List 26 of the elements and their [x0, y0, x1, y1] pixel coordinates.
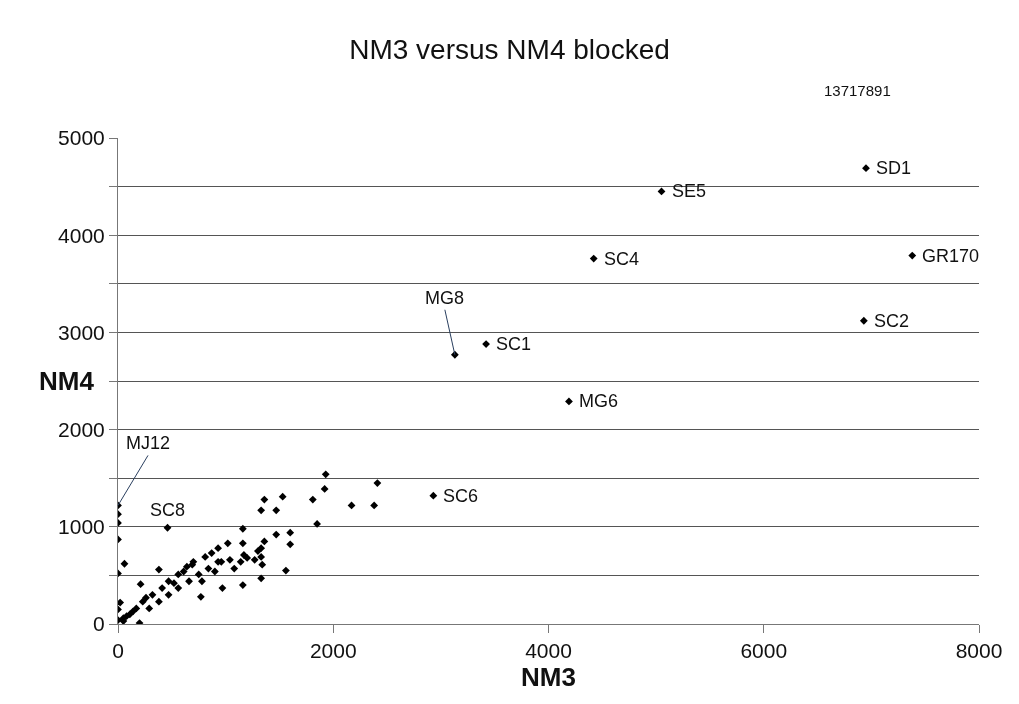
x-tick-label: 4000 — [525, 639, 572, 663]
x-tick-label: 8000 — [955, 639, 1003, 663]
y-tick-label: 2000 — [58, 417, 105, 441]
annotation: SD1 — [876, 158, 912, 178]
annotation: SC6 — [443, 486, 479, 506]
y-tick-label: 5000 — [58, 126, 105, 150]
y-tick-label: 3000 — [58, 320, 105, 344]
annotation: MG8 — [425, 288, 465, 308]
annotation: MG6 — [579, 391, 619, 411]
annotation: MJ12 — [126, 433, 171, 453]
x-axis-title: NM3 — [521, 662, 576, 693]
annotation: SC2 — [874, 311, 910, 331]
y-axis-title: NM4 — [39, 366, 95, 396]
x-tick-label: 2000 — [309, 639, 357, 663]
y-tick-label: 0 — [93, 612, 105, 636]
annotation: SC8 — [150, 500, 186, 520]
annotation: GR170 — [922, 246, 980, 266]
x-tick-label: 6000 — [740, 639, 788, 663]
annotation: SC1 — [496, 334, 532, 354]
chart-title: NM3 versus NM4 blocked — [349, 34, 670, 66]
x-tick-label: 0 — [112, 639, 124, 663]
annotation: SE5 — [672, 181, 707, 201]
annotation: SC4 — [604, 249, 640, 269]
text: 13717891 — [824, 82, 891, 99]
y-tick-label: 1000 — [58, 515, 105, 539]
y-tick-label: 4000 — [58, 223, 105, 247]
